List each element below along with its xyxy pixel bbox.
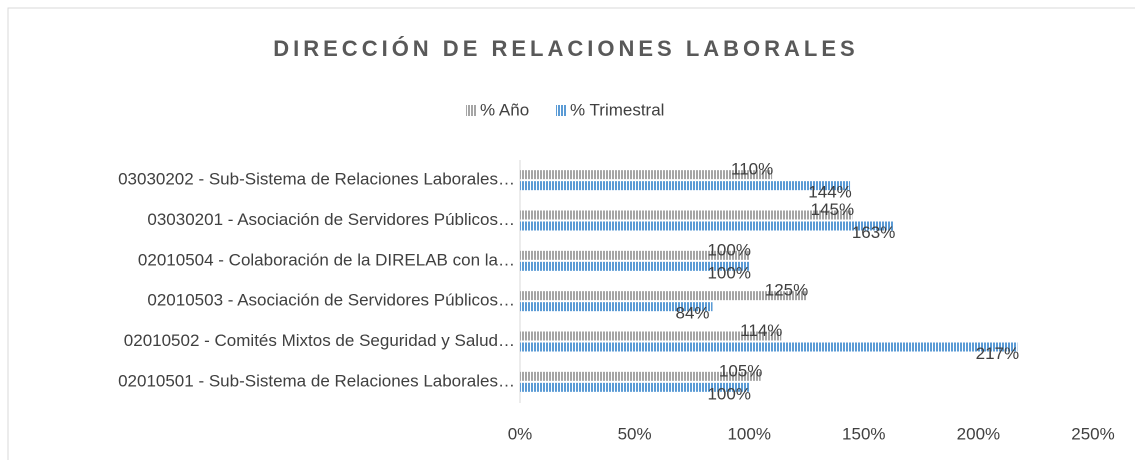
data-label: 110% (731, 160, 773, 179)
x-tick-label: 250% (1071, 424, 1114, 443)
bar (520, 261, 750, 271)
data-label: 145% (811, 200, 854, 219)
y-tick-label: 02010504 - Colaboración de la DIRELAB co… (138, 250, 515, 269)
x-tick-label: 100% (727, 424, 770, 443)
bar (520, 221, 894, 231)
legend-swatch (466, 105, 477, 116)
chart-title: DIRECCIÓN DE RELACIONES LABORALES (273, 36, 858, 61)
x-tick-label: 0% (508, 424, 533, 443)
legend-swatch (556, 105, 567, 116)
bar (520, 170, 773, 180)
data-label: 100% (707, 384, 750, 403)
x-tick-label: 150% (842, 424, 885, 443)
y-tick-label: 02010503 - Asociación de Servidores Públ… (147, 291, 515, 310)
bar (520, 210, 853, 220)
bar (520, 181, 851, 191)
data-label: 84% (676, 304, 710, 323)
bar (520, 382, 750, 392)
legend-label: % Trimestral (570, 100, 664, 119)
data-label: 105% (719, 361, 762, 380)
chart-frame (7, 7, 1135, 460)
y-tick-label: 03030202 - Sub-Sistema de Relaciones Lab… (118, 170, 515, 189)
data-label: 163% (852, 223, 895, 242)
x-tick-label: 50% (618, 424, 652, 443)
data-label: 125% (765, 281, 808, 300)
bar (520, 331, 782, 341)
bar (520, 371, 761, 381)
y-tick-label: 03030201 - Asociación de Servidores Públ… (147, 210, 515, 229)
bar (520, 250, 750, 260)
x-tick-label: 200% (957, 424, 1000, 443)
data-label: 100% (707, 263, 750, 282)
data-label: 144% (808, 183, 851, 202)
data-label: 114% (740, 321, 782, 340)
data-label: 100% (707, 240, 750, 259)
y-tick-label: 02010502 - Comités Mixtos de Seguridad y… (124, 331, 515, 350)
data-label: 217% (976, 344, 1019, 363)
bar (520, 291, 807, 301)
bar (520, 302, 713, 312)
legend-label: % Año (480, 100, 529, 119)
bar (520, 342, 1018, 352)
y-tick-label: 02010501 - Sub-Sistema de Relaciones Lab… (118, 371, 515, 390)
